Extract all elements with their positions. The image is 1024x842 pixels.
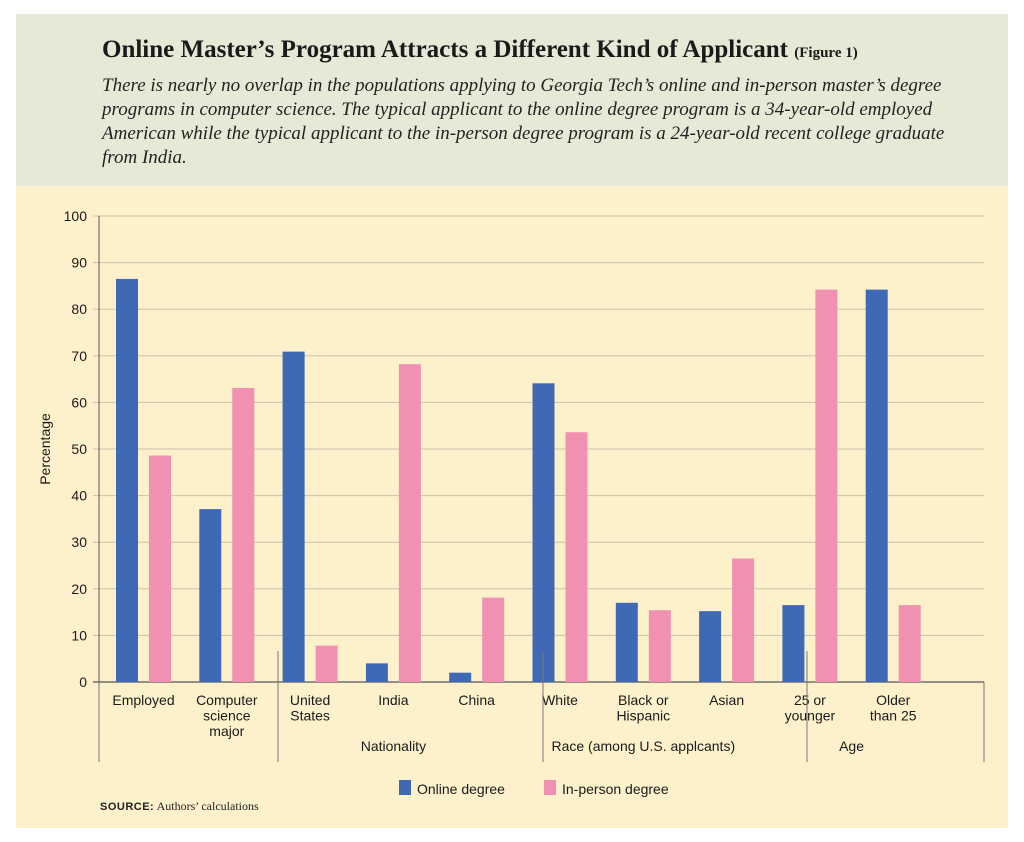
source-label: SOURCE: [100,801,155,813]
y-tick-label: 20 [71,581,87,597]
legend-label: In-person degree [562,781,669,797]
group-label: Nationality [361,738,426,754]
bar-in-person [315,645,338,682]
x-tick-label: White [542,692,578,708]
figure-header: Online Master’s Program Attracts a Diffe… [16,14,1008,186]
bar-in-person [565,432,588,682]
legend-swatch [544,780,556,795]
bar-online [282,351,305,682]
x-tick-label: Computer [196,692,258,708]
bar-online [116,278,138,682]
bar-online [199,509,222,682]
bar-online [532,383,555,682]
y-axis-label: Percentage [37,413,53,485]
x-tick-label: Black or [618,692,669,708]
source-note: SOURCE: Authors’ calculations [100,799,259,814]
x-tick-label: 25 or [794,692,826,708]
bar-in-person [232,387,255,682]
y-tick-label: 60 [71,394,87,410]
bar-online [449,672,472,682]
y-tick-label: 100 [64,208,88,224]
y-tick-label: 80 [71,301,87,317]
bar-in-person [648,610,671,682]
y-tick-label: 10 [71,627,87,643]
bar-in-person [482,597,505,682]
y-tick-label: 40 [71,488,87,504]
figure-card: Online Master’s Program Attracts a Diffe… [16,14,1008,828]
bar-online [615,602,638,682]
group-label: Age [839,738,864,754]
figure-label: (Figure 1) [794,45,858,61]
title-text: Online Master’s Program Attracts a Diffe… [102,36,789,63]
bar-in-person [149,455,171,682]
bar-online [865,289,888,682]
x-tick-label: major [209,723,244,739]
legend-label: Online degree [417,781,505,797]
figure-subtitle: There is nearly no overlap in the popula… [102,75,945,168]
x-tick-label: than 25 [870,708,917,724]
group-label: Race (among U.S. applcants) [551,738,735,754]
x-tick-label: Asian [709,692,744,708]
x-tick-label: science [203,708,251,724]
y-tick-label: 90 [71,255,87,271]
bar-in-person [898,605,921,682]
x-tick-label: States [290,708,330,724]
legend-swatch [399,780,411,795]
y-tick-label: 50 [71,441,87,457]
x-tick-label: Hispanic [616,708,670,724]
bar-in-person [815,289,838,682]
x-tick-label: Employed [112,692,174,708]
x-tick-label: younger [785,708,836,724]
bar-in-person [398,364,421,682]
x-tick-label: China [458,692,495,708]
bar-online [365,663,388,682]
x-tick-label: India [378,692,409,708]
x-tick-label: Older [876,692,911,708]
bar-chart: 0 10 20 30 40 50 60 70 80 90 100 Percentage Employed… [37,208,985,797]
figure-title: Online Master’s Program Attracts a Diffe… [102,36,858,64]
source-text: Authors’ calculations [156,799,259,813]
bar-online [699,611,722,682]
y-tick-label: 30 [71,534,87,550]
y-tick-label: 0 [79,674,87,690]
x-tick-label: United [290,692,330,708]
y-tick-label: 70 [71,348,87,364]
bar-online [782,605,805,682]
bar-in-person [732,558,755,682]
